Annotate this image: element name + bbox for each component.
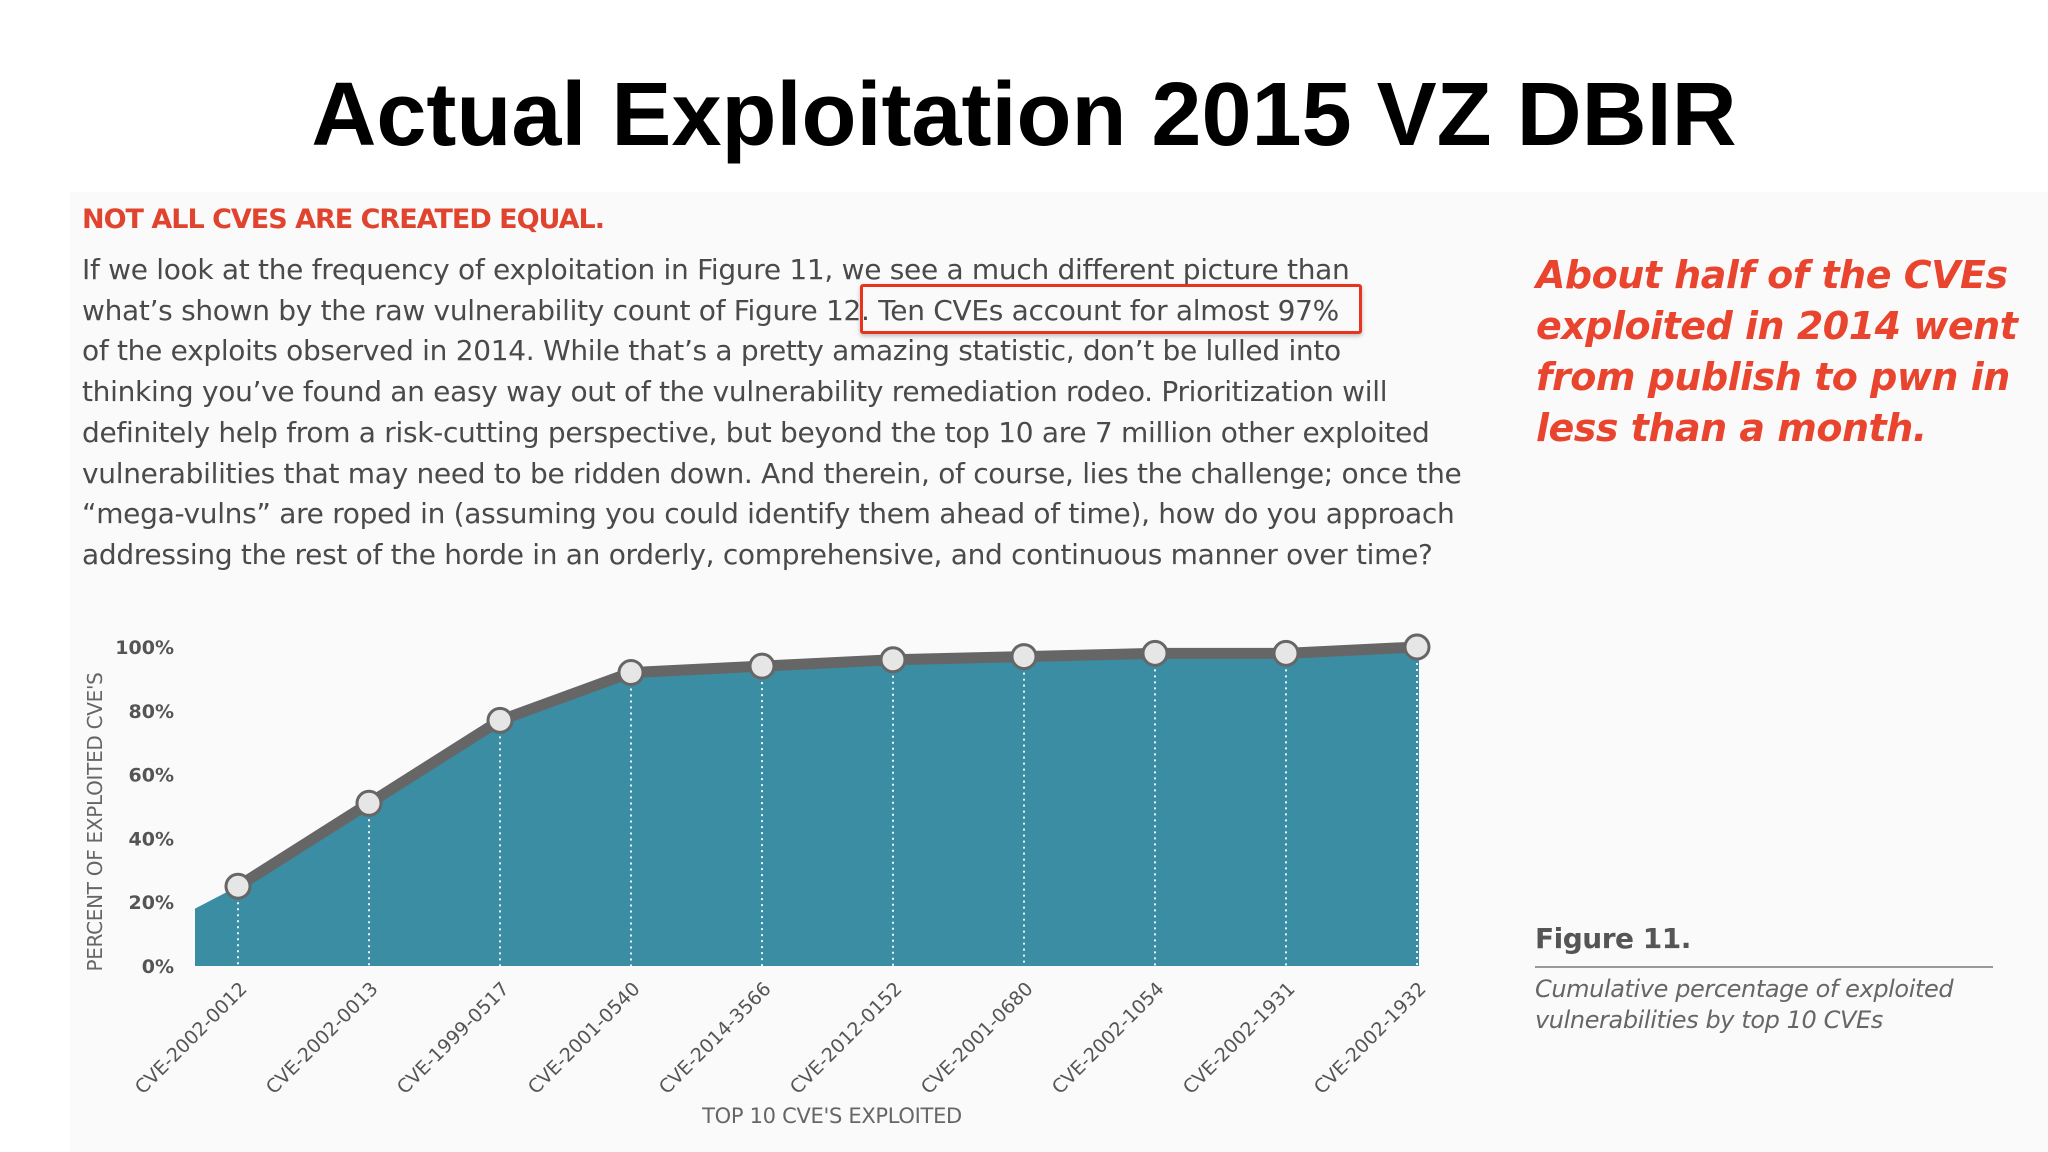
x-axis-label: TOP 10 CVE'S EXPLOITED [702, 1104, 962, 1128]
caption-line: vulnerabilities by top 10 CVEs [1535, 1006, 1883, 1034]
x-tick-label: CVE-2001-0540 [524, 978, 645, 1099]
highlight-box [860, 284, 1362, 334]
x-tick-label: CVE-2002-0012 [131, 978, 252, 1099]
data-point [1403, 633, 1431, 661]
data-point [1272, 639, 1300, 667]
y-tick-label: 40% [129, 828, 174, 850]
data-point [1141, 639, 1169, 667]
body-line: of the exploits observed in 2014. While … [82, 334, 1341, 368]
body-line: “mega-vulns” are roped in (assuming you … [82, 497, 1455, 531]
x-tick-label: CVE-2002-0013 [262, 978, 383, 1099]
data-point [224, 872, 252, 900]
body-paragraph: If we look at the frequency of exploitat… [82, 250, 1502, 576]
figure-caption: Cumulative percentage of exploited vulne… [1535, 974, 2005, 1036]
caption-line: Cumulative percentage of exploited [1535, 975, 1954, 1003]
section-heading: NOT ALL CVES ARE CREATED EQUAL. [82, 204, 605, 235]
body-line: thinking you’ve found an easy way out of… [82, 375, 1388, 409]
body-line: vulnerabilities that may need to be ridd… [82, 456, 1462, 490]
series-line [232, 641, 1423, 892]
x-tick-label: CVE-2014-3566 [655, 978, 776, 1099]
y-tick-label: 0% [142, 956, 174, 978]
x-tick-label: CVE-1999-0517 [393, 978, 514, 1099]
y-axis-label: PERCENT OF EXPLOITED CVE'S [83, 672, 107, 972]
callout-line: from publish to pwn in [1536, 355, 2010, 399]
callout-line: less than a month. [1536, 406, 1927, 450]
data-point [1010, 643, 1038, 671]
x-tick-label: CVE-2001-0680 [917, 978, 1038, 1099]
data-point [355, 789, 383, 817]
slide-title: Actual Exploitation 2015 VZ DBIR [311, 65, 1737, 165]
x-tick-label: CVE-2002-1931 [1179, 978, 1300, 1099]
data-point [748, 652, 776, 680]
figure-label: Figure 11. [1535, 922, 1691, 955]
y-tick-label: 100% [115, 637, 174, 659]
x-tick-label: CVE-2002-1932 [1310, 978, 1431, 1099]
body-line: addressing the rest of the horde in an o… [82, 537, 1433, 571]
figure-divider [1535, 966, 1993, 968]
body-line: If we look at the frequency of exploitat… [82, 253, 1350, 286]
body-line: what’s shown by the raw vulnerability co… [82, 293, 1339, 327]
callout-line: About half of the CVEs [1536, 253, 2008, 297]
y-tick-label: 80% [129, 701, 174, 723]
data-point [486, 706, 514, 734]
x-tick-label: CVE-2002-1054 [1048, 978, 1169, 1099]
data-point [617, 659, 645, 687]
y-tick-label: 20% [129, 892, 174, 914]
callout-line: exploited in 2014 went [1536, 304, 2018, 348]
x-tick-label: CVE-2012-0152 [786, 978, 907, 1099]
body-line: definitely help from a risk-cutting pers… [82, 415, 1430, 449]
callout-quote: About half of the CVEs exploited in 2014… [1536, 250, 2018, 454]
data-point [879, 646, 907, 674]
y-tick-label: 60% [129, 765, 174, 787]
